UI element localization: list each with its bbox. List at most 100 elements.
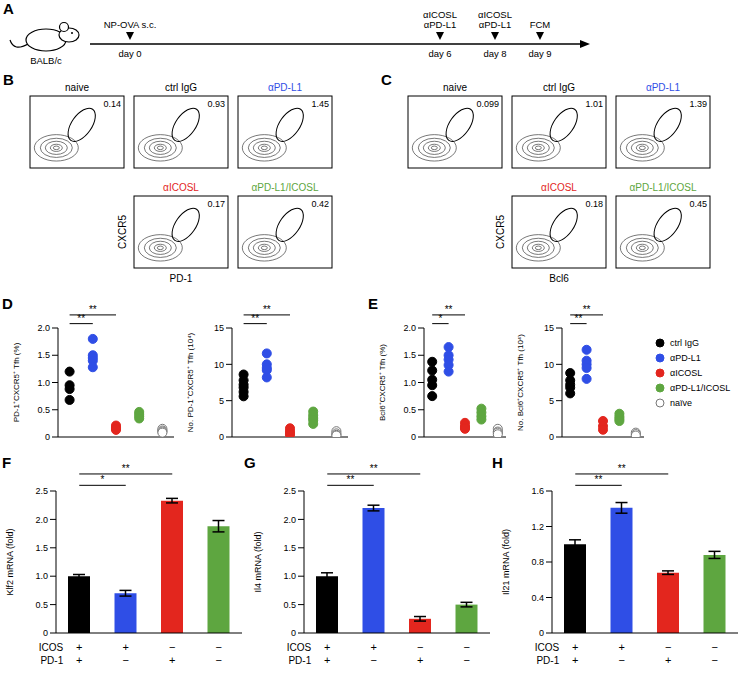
svg-text:+: + bbox=[619, 641, 625, 653]
svg-text:Il21 mRNA (fold): Il21 mRNA (fold) bbox=[501, 529, 511, 595]
svg-text:+: + bbox=[76, 641, 82, 653]
svg-text:**: ** bbox=[251, 313, 259, 324]
svg-text:CXCR5: CXCR5 bbox=[495, 215, 506, 249]
svg-text:αPD-L1: αPD-L1 bbox=[646, 82, 681, 93]
svg-text:ICOS: ICOS bbox=[287, 642, 312, 653]
svg-text:1.0: 1.0 bbox=[403, 378, 416, 388]
svg-text:BALB/c: BALB/c bbox=[30, 55, 62, 66]
svg-text:1.2: 1.2 bbox=[531, 522, 544, 532]
svg-text:No. Bcl6⁺CXCR5⁺ Tfh (10⁴): No. Bcl6⁺CXCR5⁺ Tfh (10⁴) bbox=[516, 334, 525, 431]
svg-text:−: − bbox=[371, 654, 377, 666]
svg-text:−: − bbox=[216, 641, 222, 653]
svg-text:+: + bbox=[169, 654, 175, 666]
svg-text:−: − bbox=[216, 654, 222, 666]
svg-text:0: 0 bbox=[219, 432, 224, 442]
svg-text:day 0: day 0 bbox=[118, 48, 141, 59]
svg-text:+: + bbox=[371, 641, 377, 653]
svg-text:**: ** bbox=[89, 304, 97, 315]
svg-text:0: 0 bbox=[291, 628, 296, 638]
svg-text:1.0: 1.0 bbox=[37, 378, 50, 388]
svg-text:0.5: 0.5 bbox=[37, 405, 50, 415]
svg-text:0.4: 0.4 bbox=[531, 593, 544, 603]
svg-text:PD-1: PD-1 bbox=[536, 655, 559, 666]
svg-text:Klf2 mRNA (fold): Klf2 mRNA (fold) bbox=[5, 528, 15, 595]
svg-text:2.5: 2.5 bbox=[35, 486, 48, 496]
svg-text:+: + bbox=[324, 641, 330, 653]
svg-text:B: B bbox=[3, 72, 14, 88]
svg-text:2.0: 2.0 bbox=[37, 323, 50, 333]
svg-text:**: ** bbox=[575, 313, 583, 324]
svg-text:−: − bbox=[619, 654, 625, 666]
svg-text:10: 10 bbox=[214, 360, 224, 370]
svg-text:0: 0 bbox=[411, 432, 416, 442]
svg-text:*: * bbox=[438, 313, 442, 324]
svg-text:−: − bbox=[712, 654, 718, 666]
svg-text:0.14: 0.14 bbox=[103, 99, 121, 109]
svg-text:0.5: 0.5 bbox=[403, 405, 416, 415]
svg-text:day 8: day 8 bbox=[483, 48, 506, 59]
svg-text:−: − bbox=[169, 641, 175, 653]
svg-text:15: 15 bbox=[544, 323, 554, 333]
svg-text:1.0: 1.0 bbox=[35, 571, 48, 581]
svg-text:5: 5 bbox=[549, 396, 554, 406]
svg-text:2.0: 2.0 bbox=[403, 323, 416, 333]
svg-text:αPD-L1: αPD-L1 bbox=[479, 19, 511, 30]
svg-text:1.6: 1.6 bbox=[531, 486, 544, 496]
svg-text:day 9: day 9 bbox=[528, 48, 551, 59]
svg-text:−: − bbox=[417, 641, 423, 653]
svg-text:NP-OVA s.c.: NP-OVA s.c. bbox=[104, 19, 157, 30]
svg-text:+: + bbox=[572, 641, 578, 653]
svg-text:5: 5 bbox=[219, 396, 224, 406]
svg-text:Bcl6: Bcl6 bbox=[549, 273, 569, 284]
svg-text:0.5: 0.5 bbox=[35, 600, 48, 610]
svg-text:0.93: 0.93 bbox=[207, 99, 225, 109]
svg-text:**: ** bbox=[77, 313, 85, 324]
svg-text:0: 0 bbox=[539, 628, 544, 638]
svg-text:0: 0 bbox=[45, 432, 50, 442]
svg-text:αPD-L1/ICOSL: αPD-L1/ICOSL bbox=[252, 182, 319, 193]
svg-text:+: + bbox=[324, 654, 330, 666]
svg-text:0.42: 0.42 bbox=[311, 199, 329, 209]
svg-text:−: − bbox=[665, 641, 671, 653]
svg-text:αICOSL: αICOSL bbox=[163, 182, 199, 193]
svg-text:1.5: 1.5 bbox=[283, 543, 296, 553]
svg-text:naive: naive bbox=[443, 82, 467, 93]
svg-text:0.18: 0.18 bbox=[585, 199, 603, 209]
svg-text:0: 0 bbox=[549, 432, 554, 442]
svg-text:−: − bbox=[123, 654, 129, 666]
svg-text:αPD-L1: αPD-L1 bbox=[424, 19, 456, 30]
svg-text:−: − bbox=[464, 654, 470, 666]
svg-text:0.8: 0.8 bbox=[531, 557, 544, 567]
svg-text:+: + bbox=[76, 654, 82, 666]
svg-text:ctrl IgG: ctrl IgG bbox=[543, 82, 575, 93]
svg-text:FCM: FCM bbox=[530, 19, 551, 30]
svg-text:1.39: 1.39 bbox=[689, 99, 707, 109]
svg-text:**: ** bbox=[445, 304, 453, 315]
svg-text:PD-1⁺CXCR5⁺ Tfh (%): PD-1⁺CXCR5⁺ Tfh (%) bbox=[12, 342, 21, 422]
svg-text:1.5: 1.5 bbox=[35, 543, 48, 553]
svg-text:10: 10 bbox=[544, 360, 554, 370]
svg-text:+: + bbox=[417, 654, 423, 666]
svg-text:ICOS: ICOS bbox=[535, 642, 560, 653]
svg-text:2.5: 2.5 bbox=[283, 486, 296, 496]
svg-text:+: + bbox=[665, 654, 671, 666]
svg-text:*: * bbox=[101, 474, 105, 485]
svg-text:1.0: 1.0 bbox=[283, 571, 296, 581]
svg-text:PD-1: PD-1 bbox=[288, 655, 311, 666]
svg-text:1.45: 1.45 bbox=[311, 99, 329, 109]
svg-text:0.5: 0.5 bbox=[283, 600, 296, 610]
svg-text:Bcl6⁺CXCR5⁺ Tfh (%): Bcl6⁺CXCR5⁺ Tfh (%) bbox=[378, 344, 387, 421]
svg-text:naive: naive bbox=[65, 82, 89, 93]
svg-text:PD-1: PD-1 bbox=[40, 655, 63, 666]
svg-text:2.0: 2.0 bbox=[35, 515, 48, 525]
svg-text:**: ** bbox=[263, 304, 271, 315]
svg-text:αPD-L1/ICOSL: αPD-L1/ICOSL bbox=[630, 182, 697, 193]
svg-text:day 6: day 6 bbox=[428, 48, 451, 59]
svg-text:PD-1: PD-1 bbox=[170, 273, 193, 284]
svg-text:−: − bbox=[712, 641, 718, 653]
svg-text:0.17: 0.17 bbox=[207, 199, 225, 209]
svg-text:−: − bbox=[464, 641, 470, 653]
svg-text:A: A bbox=[3, 0, 14, 17]
svg-text:+: + bbox=[123, 641, 129, 653]
svg-text:ICOS: ICOS bbox=[39, 642, 64, 653]
